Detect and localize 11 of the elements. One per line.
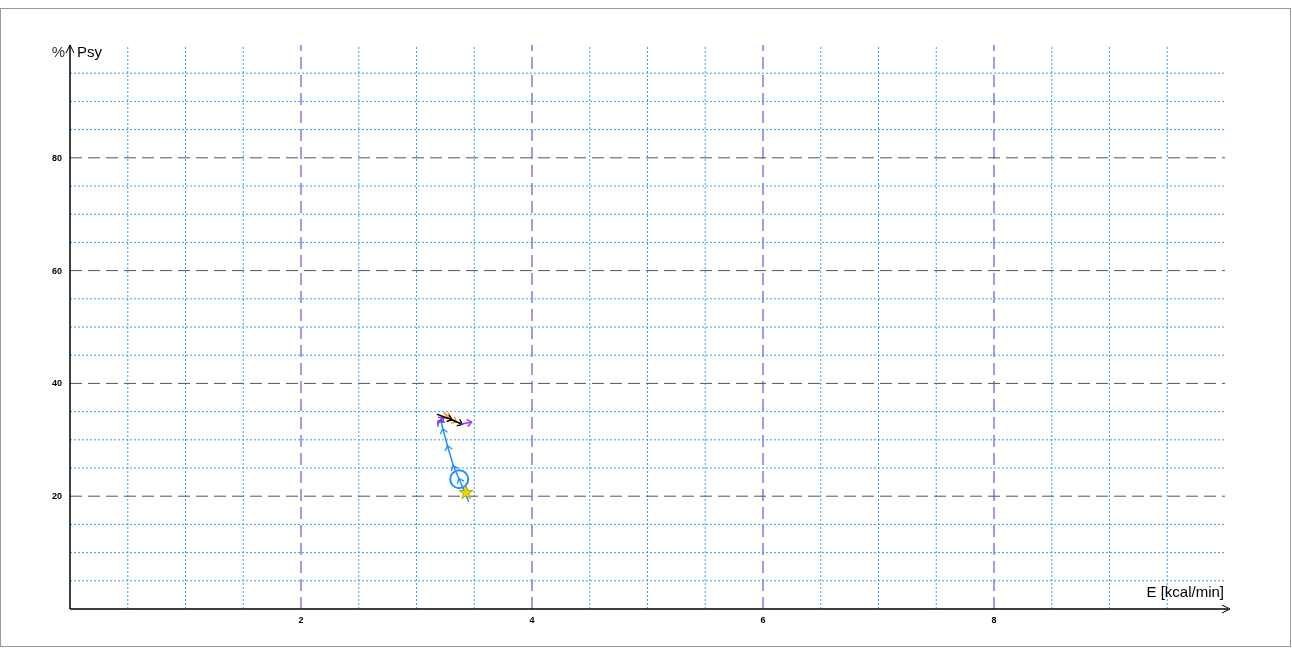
y-tick-label: 80 xyxy=(51,152,62,163)
x-axis-title: E [kcal/min] xyxy=(1146,583,1224,600)
y-tick-label: 40 xyxy=(51,378,62,389)
x-tick-label: 8 xyxy=(991,615,997,625)
y-tick-label: 60 xyxy=(51,265,62,276)
text: % xyxy=(51,43,65,60)
x-tick-label: 2 xyxy=(298,615,304,625)
x-tick-label: 4 xyxy=(529,615,535,625)
x-tick-label: 6 xyxy=(760,615,766,625)
y-tick-label: 20 xyxy=(51,491,62,502)
y-axis-title: Psy xyxy=(77,43,103,60)
